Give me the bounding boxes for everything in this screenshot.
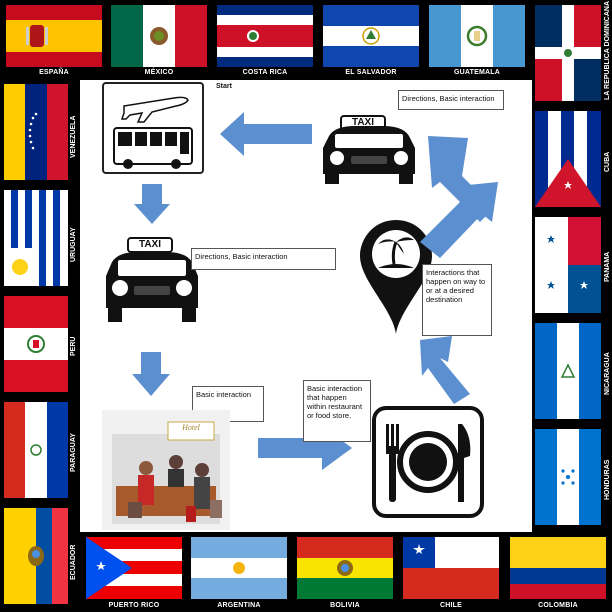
flag-chile — [403, 537, 499, 599]
label-ecuador: ECUADOR — [70, 544, 77, 580]
flag-ecuador — [4, 508, 68, 604]
label-colombia: COLOMBIA — [538, 602, 578, 609]
diagram-panel: Start TAXI Directions, Basic interaction — [80, 80, 532, 532]
label-guatemala: GUATEMALA — [454, 69, 500, 76]
flag-argentina — [191, 537, 287, 599]
flag-uruguay — [4, 190, 68, 286]
label-honduras: HONDURAS — [604, 459, 611, 500]
restaurant-icon — [372, 406, 484, 518]
flag-el-salvador — [323, 5, 419, 67]
airport-bus-icon — [102, 82, 204, 174]
label-costa-rica: COSTA RICA — [242, 69, 288, 76]
arrow-left — [220, 112, 312, 156]
flag-nicaragua — [535, 323, 601, 419]
label-panama: PANAMA — [604, 251, 611, 282]
note-restaurant: Basic interaction that happen within res… — [303, 380, 371, 442]
flag-cuba — [535, 111, 601, 207]
taxi-left-icon: TAXI — [98, 236, 206, 324]
destination-pin-icon — [356, 218, 436, 336]
flag-venezuela — [4, 84, 68, 180]
label-chile: CHILE — [440, 602, 462, 609]
label-cuba: CUBA — [604, 151, 611, 172]
label-republica-dominicana: LA REPUBLICA DOMINICANA — [604, 0, 611, 100]
label-espana: ESPAÑA — [39, 69, 69, 76]
label-paraguay: PARAGUAY — [70, 433, 77, 472]
flag-colombia — [510, 537, 606, 599]
start-label: Start — [216, 83, 232, 90]
arrow-down-1 — [134, 184, 170, 224]
flag-espana — [6, 5, 102, 67]
label-bolivia: BOLIVIA — [330, 602, 360, 609]
note-destination: Interactions that happen on way to or at… — [422, 264, 492, 336]
note-taxi-left: Directions, Basic interaction — [191, 248, 336, 270]
label-puerto-rico: PUERTO RICO — [108, 602, 160, 609]
flag-paraguay — [4, 402, 68, 498]
label-el-salvador: EL SALVADOR — [345, 69, 397, 76]
taxi-top-sign: TAXI — [351, 117, 375, 128]
flag-bolivia — [297, 537, 393, 599]
arrow-down-2 — [132, 352, 170, 396]
note-taxi-top: Directions, Basic interaction — [398, 90, 504, 110]
label-mexico: MÉXICO — [144, 69, 174, 76]
arrow-up-right — [420, 136, 498, 258]
hotel-icon: Hotel — [102, 408, 230, 530]
label-uruguay: URUGUAY — [70, 227, 77, 262]
flag-peru — [4, 296, 68, 392]
flag-republica-dominicana — [535, 5, 601, 101]
flag-guatemala — [429, 5, 525, 67]
label-peru: PERU — [70, 336, 77, 356]
flag-panama — [535, 217, 601, 313]
taxi-top-icon: TAXI — [315, 114, 423, 184]
flag-honduras — [535, 429, 601, 525]
flag-puerto-rico — [86, 537, 182, 599]
label-venezuela: VENEZUELA — [70, 115, 77, 158]
label-argentina: ARGENTINA — [217, 602, 261, 609]
hotel-sign: Hotel — [182, 423, 200, 432]
taxi-left-sign: TAXI — [138, 239, 162, 250]
flag-costa-rica — [217, 5, 313, 67]
flag-mexico — [111, 5, 207, 67]
label-nicaragua: NICARAGUA — [604, 352, 611, 395]
arrow-up — [420, 336, 470, 404]
